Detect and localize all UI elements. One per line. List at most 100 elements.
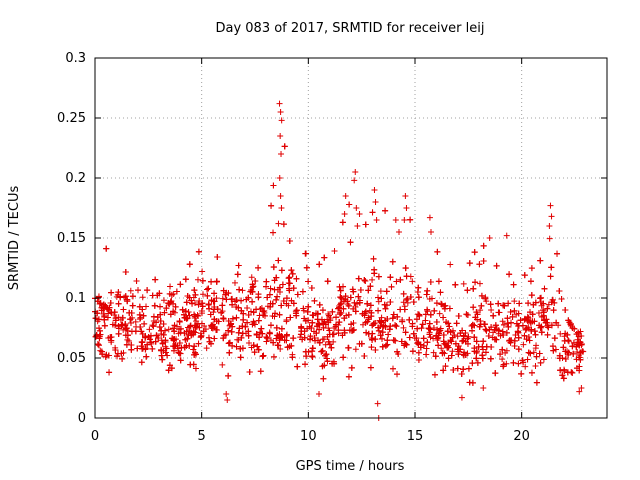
data-point <box>367 364 374 371</box>
data-point <box>222 291 229 298</box>
data-point <box>119 355 126 362</box>
data-point <box>382 323 389 330</box>
data-point <box>219 302 226 309</box>
data-point <box>160 331 167 338</box>
x-tick-label: 10 <box>300 429 317 444</box>
data-point <box>406 334 413 341</box>
data-point <box>377 332 384 339</box>
data-point <box>373 217 380 223</box>
data-point <box>460 337 467 344</box>
data-point <box>430 349 437 356</box>
data-point <box>569 343 576 350</box>
data-point <box>503 347 510 354</box>
data-point <box>370 320 377 327</box>
data-point <box>504 320 511 327</box>
data-point <box>250 309 257 316</box>
data-point <box>149 292 156 299</box>
data-point <box>152 338 159 345</box>
data-point <box>219 361 226 368</box>
data-point <box>469 321 476 328</box>
data-point <box>471 249 478 256</box>
data-point <box>448 338 455 345</box>
data-point <box>345 373 352 380</box>
data-point <box>162 339 169 346</box>
data-point <box>128 346 135 353</box>
data-point <box>199 277 206 284</box>
data-point <box>550 307 557 314</box>
data-point <box>455 313 462 320</box>
data-point <box>407 293 414 300</box>
data-point <box>272 310 279 317</box>
data-point <box>166 362 173 369</box>
data-point <box>425 325 432 332</box>
data-point <box>415 294 422 301</box>
data-point <box>222 331 229 338</box>
data-point <box>426 331 433 338</box>
data-point <box>559 372 566 379</box>
data-point <box>409 320 416 327</box>
data-point <box>448 352 455 359</box>
data-point <box>136 303 143 310</box>
data-point <box>413 316 420 323</box>
data-point <box>407 216 414 223</box>
data-point <box>128 310 135 317</box>
data-point <box>135 287 142 294</box>
data-point <box>299 288 306 295</box>
data-point <box>115 314 122 321</box>
data-point <box>435 334 442 341</box>
data-point <box>417 344 424 351</box>
data-point <box>461 333 468 340</box>
data-point <box>139 294 146 301</box>
data-point <box>181 344 188 351</box>
data-point <box>276 311 283 318</box>
data-point <box>400 290 407 297</box>
data-point <box>101 322 108 329</box>
data-point <box>158 327 165 334</box>
data-point <box>459 338 466 345</box>
data-point <box>213 295 220 302</box>
data-point <box>168 291 175 298</box>
data-point <box>324 333 331 340</box>
data-point <box>463 311 470 318</box>
data-point <box>503 232 510 239</box>
data-point <box>128 328 135 335</box>
data-point <box>253 331 260 338</box>
data-point <box>452 340 459 347</box>
data-point <box>255 264 262 271</box>
data-point <box>515 346 522 353</box>
data-point <box>259 330 266 337</box>
data-point <box>485 332 492 339</box>
data-point <box>268 202 275 209</box>
data-point <box>278 325 285 332</box>
data-point <box>340 298 347 305</box>
data-point <box>432 353 439 360</box>
data-point <box>142 334 149 341</box>
data-point <box>399 318 406 325</box>
data-point <box>138 328 145 335</box>
data-point <box>108 337 115 344</box>
data-point <box>435 278 442 285</box>
data-point <box>199 268 206 275</box>
data-point <box>488 306 495 313</box>
data-point <box>382 305 389 312</box>
data-point <box>392 337 399 344</box>
data-point <box>479 355 486 362</box>
data-point <box>276 337 283 344</box>
data-point <box>389 258 396 265</box>
data-point <box>446 305 453 312</box>
data-point <box>381 301 388 308</box>
data-point <box>247 308 254 315</box>
data-point <box>472 279 479 286</box>
data-point <box>95 294 102 301</box>
data-point <box>322 341 329 348</box>
data-point <box>194 320 201 327</box>
data-point <box>243 296 250 303</box>
data-point <box>528 292 535 299</box>
data-point <box>304 325 311 332</box>
data-point <box>171 343 178 350</box>
data-point <box>185 308 192 315</box>
data-point <box>316 391 322 397</box>
data-point <box>401 217 408 223</box>
data-point <box>569 369 576 376</box>
data-point <box>556 288 563 295</box>
